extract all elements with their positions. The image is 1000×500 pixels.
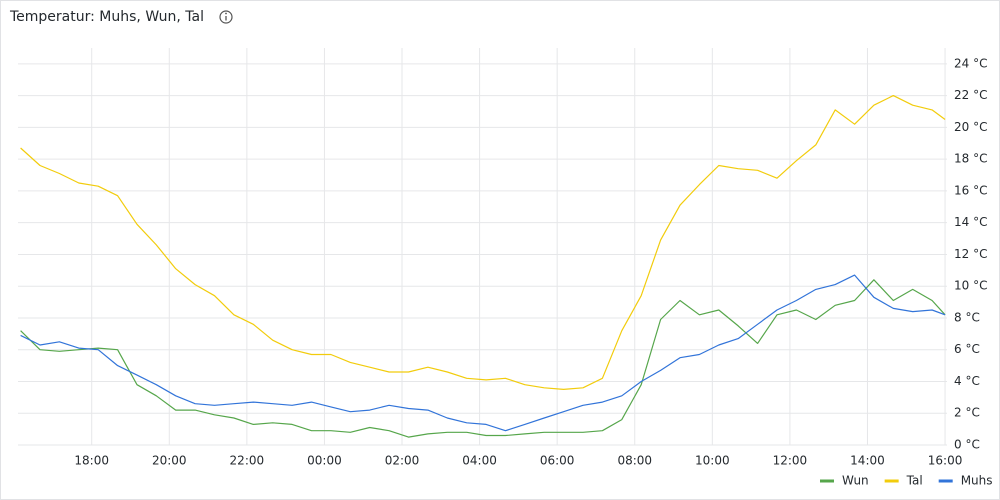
panel-title: Temperatur: Muhs, Wun, Tal bbox=[9, 9, 204, 25]
y-tick-label: 0 °C bbox=[954, 438, 980, 452]
y-tick-label: 24 °C bbox=[954, 56, 987, 70]
legend-label: Muhs bbox=[961, 474, 993, 488]
info-icon[interactable] bbox=[219, 10, 233, 24]
y-tick-label: 8 °C bbox=[954, 310, 980, 324]
legend-item[interactable]: Tal bbox=[884, 474, 923, 488]
x-tick-label: 12:00 bbox=[773, 454, 808, 468]
legend-item[interactable]: Muhs bbox=[938, 474, 993, 488]
y-tick-label: 4 °C bbox=[954, 374, 980, 388]
x-tick-label: 22:00 bbox=[230, 454, 265, 468]
x-tick-label: 08:00 bbox=[617, 454, 652, 468]
x-tick-label: 02:00 bbox=[385, 454, 420, 468]
y-tick-label: 18 °C bbox=[954, 152, 987, 166]
y-tick-label: 10 °C bbox=[954, 279, 987, 293]
x-tick-label: 04:00 bbox=[462, 454, 497, 468]
series-line bbox=[20, 279, 946, 438]
y-tick-label: 22 °C bbox=[954, 88, 987, 102]
series-line bbox=[20, 274, 946, 432]
y-tick-label: 12 °C bbox=[954, 247, 987, 261]
x-tick-label: 14:00 bbox=[850, 454, 885, 468]
legend-label: Tal bbox=[906, 474, 923, 488]
x-tick-label: 16:00 bbox=[928, 454, 963, 468]
y-tick-label: 20 °C bbox=[954, 120, 987, 134]
legend: Wun Tal Muhs bbox=[820, 474, 993, 488]
series-line bbox=[20, 95, 946, 390]
x-tick-label: 18:00 bbox=[74, 454, 109, 468]
y-tick-label: 16 °C bbox=[954, 183, 987, 197]
x-tick-label: 10:00 bbox=[695, 454, 730, 468]
x-tick-label: 00:00 bbox=[307, 454, 342, 468]
y-tick-label: 6 °C bbox=[954, 342, 980, 356]
legend-label: Wun bbox=[842, 474, 869, 488]
y-tick-label: 2 °C bbox=[954, 406, 980, 420]
legend-item[interactable]: Wun bbox=[820, 474, 869, 488]
x-tick-label: 20:00 bbox=[152, 454, 187, 468]
y-tick-label: 14 °C bbox=[954, 215, 987, 229]
x-tick-label: 06:00 bbox=[540, 454, 575, 468]
